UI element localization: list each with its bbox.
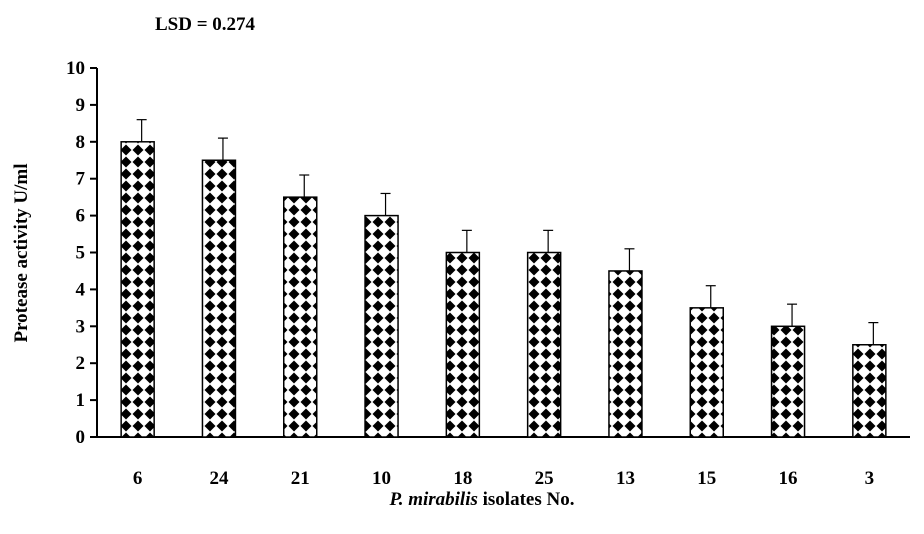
x-tick-label: 16 <box>779 468 798 489</box>
y-tick-label: 5 <box>76 243 86 264</box>
y-tick-label: 7 <box>76 169 86 190</box>
y-tick-label: 10 <box>66 58 85 79</box>
y-tick-label: 4 <box>76 279 86 300</box>
x-tick-label: 25 <box>535 468 554 489</box>
lsd-annotation: LSD = 0.274 <box>155 14 256 35</box>
x-tick-label: 15 <box>697 468 716 489</box>
x-tick-label: 6 <box>133 468 143 489</box>
bar <box>852 344 887 438</box>
x-axis-title: P. mirabilis isolates No. <box>389 489 575 510</box>
bar <box>526 251 562 438</box>
bar <box>608 270 643 438</box>
y-axis-title: Protease activity U/ml <box>11 163 32 342</box>
bars-group <box>120 141 887 438</box>
bar <box>283 196 318 438</box>
bar <box>201 159 237 438</box>
error-bars-group <box>136 119 879 345</box>
y-tick-label: 1 <box>76 390 86 411</box>
y-tick-label: 9 <box>76 95 86 116</box>
y-tick-label: 2 <box>76 353 86 374</box>
y-ticks-group: 0 1 2 3 4 5 6 7 8 9 10 <box>66 58 97 448</box>
x-tick-label: 18 <box>453 468 472 489</box>
y-tick-label: 6 <box>76 206 86 227</box>
bar <box>689 307 724 438</box>
y-tick-label: 0 <box>76 427 86 448</box>
x-axis-title-italic: P. mirabilis <box>389 489 478 510</box>
x-tick-label: 13 <box>616 468 635 489</box>
x-tick-label: 3 <box>865 468 875 489</box>
x-tick-label: 24 <box>209 468 229 489</box>
bar <box>445 251 481 438</box>
bar <box>770 325 806 438</box>
y-tick-label: 8 <box>76 132 86 153</box>
x-tick-label: 21 <box>291 468 310 489</box>
bar <box>364 214 399 438</box>
y-tick-label: 3 <box>76 316 86 337</box>
x-tick-label: 10 <box>372 468 391 489</box>
x-axis-title-rest: isolates No. <box>478 489 575 510</box>
x-tick-labels-group: 6 24 21 10 18 25 13 15 16 3 <box>133 468 874 489</box>
bar <box>120 141 155 438</box>
